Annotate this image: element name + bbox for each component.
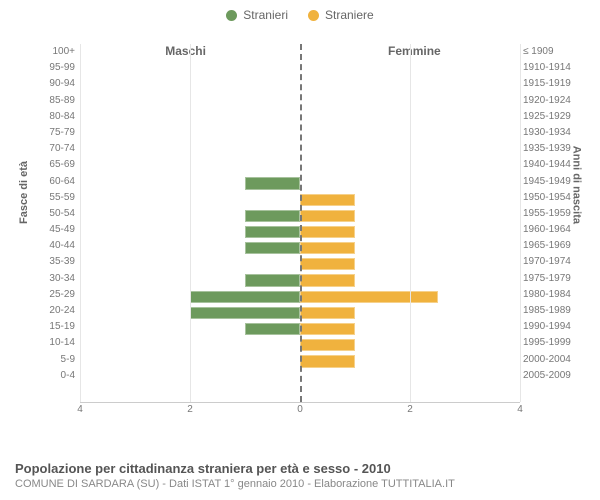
age-label: 60-64: [49, 174, 75, 190]
bar-female: [300, 323, 355, 335]
birth-year-label: 1935-1939: [523, 141, 571, 157]
age-label: 10-14: [49, 335, 75, 351]
birth-year-label: 1910-1914: [523, 60, 571, 76]
plot-area: Maschi Femmine: [80, 44, 520, 403]
gridline: [410, 44, 411, 402]
half-title-female: Femmine: [388, 44, 441, 58]
swatch-male-icon: [226, 10, 237, 21]
y-axis-right-labels: ≤ 19091910-19141915-19191920-19241925-19…: [523, 44, 580, 402]
bar-male: [245, 177, 300, 189]
bar-female: [300, 307, 355, 319]
birth-year-label: 1950-1954: [523, 190, 571, 206]
age-label: 45-49: [49, 222, 75, 238]
birth-year-label: 1965-1969: [523, 238, 571, 254]
age-label: 25-29: [49, 287, 75, 303]
age-label: 95-99: [49, 60, 75, 76]
birth-year-label: 1940-1944: [523, 157, 571, 173]
birth-year-label: 2005-2009: [523, 368, 571, 384]
chart-body: Fasce di età Anni di nascita 100+95-9990…: [20, 26, 580, 421]
x-tick-label: 2: [187, 404, 193, 415]
age-label: 50-54: [49, 206, 75, 222]
legend-item-female: Straniere: [308, 8, 374, 22]
bar-male: [245, 226, 300, 238]
birth-year-label: 1980-1984: [523, 287, 571, 303]
bar-female: [300, 355, 355, 367]
x-axis-ticks: 4 2 0 2 4: [80, 404, 520, 420]
gridline: [190, 44, 191, 402]
age-label: 5-9: [61, 352, 75, 368]
age-label: 40-44: [49, 238, 75, 254]
birth-year-label: 1930-1934: [523, 125, 571, 141]
age-label: 65-69: [49, 157, 75, 173]
birth-year-label: ≤ 1909: [523, 44, 554, 60]
age-label: 0-4: [61, 368, 75, 384]
x-tick-label: 4: [77, 404, 83, 415]
bar-female: [300, 242, 355, 254]
bar-female: [300, 226, 355, 238]
birth-year-label: 1945-1949: [523, 174, 571, 190]
gridline: [80, 44, 81, 402]
birth-year-label: 1970-1974: [523, 254, 571, 270]
birth-year-label: 1995-1999: [523, 335, 571, 351]
legend-label-female: Straniere: [325, 8, 374, 22]
y-axis-left-labels: 100+95-9990-9485-8980-8475-7970-7465-696…: [20, 44, 75, 402]
age-label: 90-94: [49, 76, 75, 92]
bar-male: [245, 210, 300, 222]
birth-year-label: 1920-1924: [523, 93, 571, 109]
bar-male: [190, 307, 300, 319]
x-tick-label: 0: [297, 404, 303, 415]
age-label: 75-79: [49, 125, 75, 141]
zero-axis-line: [300, 44, 302, 402]
legend-label-male: Stranieri: [243, 8, 288, 22]
chart-wrap: Fasce di età Anni di nascita 100+95-9990…: [0, 26, 600, 455]
birth-year-label: 1955-1959: [523, 206, 571, 222]
x-tick-label: 2: [407, 404, 413, 415]
bar-female: [300, 258, 355, 270]
bar-female: [300, 274, 355, 286]
birth-year-label: 1990-1994: [523, 319, 571, 335]
bar-male: [245, 274, 300, 286]
footer: Popolazione per cittadinanza straniera p…: [0, 455, 600, 500]
bar-female: [300, 291, 438, 303]
age-label: 55-59: [49, 190, 75, 206]
age-label: 20-24: [49, 303, 75, 319]
birth-year-label: 1985-1989: [523, 303, 571, 319]
birth-year-label: 1915-1919: [523, 76, 571, 92]
age-label: 80-84: [49, 109, 75, 125]
age-label: 85-89: [49, 93, 75, 109]
birth-year-label: 2000-2004: [523, 352, 571, 368]
birth-year-label: 1925-1929: [523, 109, 571, 125]
legend-item-male: Stranieri: [226, 8, 288, 22]
swatch-female-icon: [308, 10, 319, 21]
x-tick-label: 4: [517, 404, 523, 415]
bar-female: [300, 339, 355, 351]
chart-subtitle: COMUNE DI SARDARA (SU) - Dati ISTAT 1° g…: [15, 478, 585, 490]
legend: Stranieri Straniere: [0, 0, 600, 26]
bar-female: [300, 194, 355, 206]
half-title-male: Maschi: [165, 44, 206, 58]
age-label: 100+: [52, 44, 75, 60]
chart-title: Popolazione per cittadinanza straniera p…: [15, 461, 585, 476]
birth-year-label: 1960-1964: [523, 222, 571, 238]
age-label: 70-74: [49, 141, 75, 157]
age-label: 15-19: [49, 319, 75, 335]
age-label: 35-39: [49, 254, 75, 270]
chart-container: Stranieri Straniere Fasce di età Anni di…: [0, 0, 600, 500]
bar-male: [245, 323, 300, 335]
birth-year-label: 1975-1979: [523, 271, 571, 287]
bar-male: [190, 291, 300, 303]
age-label: 30-34: [49, 271, 75, 287]
bar-female: [300, 210, 355, 222]
gridline: [520, 44, 521, 402]
bar-male: [245, 242, 300, 254]
